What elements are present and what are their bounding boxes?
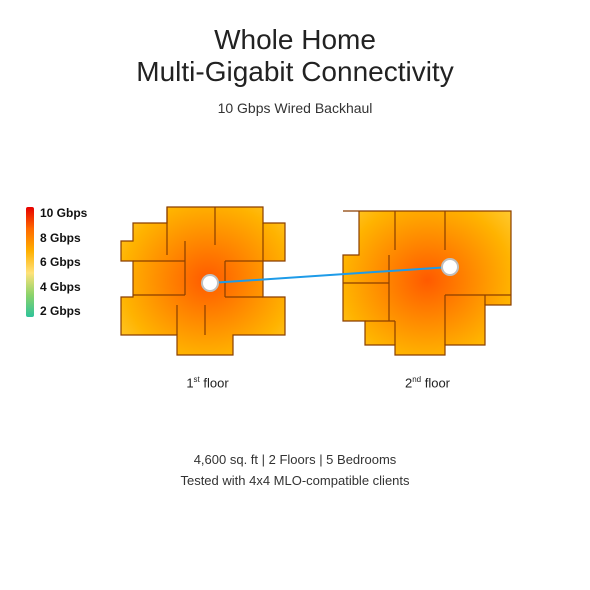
heatmap-floor-1 (115, 195, 300, 365)
footer-line-1: 4,600 sq. ft | 2 Floors | 5 Bedrooms (194, 452, 397, 467)
floor-1-label: 1st floor (115, 375, 300, 390)
footer-caption: 4,600 sq. ft | 2 Floors | 5 Bedrooms Tes… (0, 450, 590, 492)
heatmap-floor-2 (335, 195, 520, 365)
title-line-2: Multi-Gigabit Connectivity (136, 56, 453, 87)
footer-line-2: Tested with 4x4 MLO-compatible clients (180, 473, 409, 488)
page-title: Whole Home Multi-Gigabit Connectivity (0, 24, 590, 88)
floor-2-label: 2nd floor (335, 375, 520, 390)
title-line-1: Whole Home (214, 24, 376, 55)
page-subtitle: 10 Gbps Wired Backhaul (0, 100, 590, 116)
heatmap-panel: 1st floor 2nd floor (0, 180, 590, 400)
infographic-root: Whole Home Multi-Gigabit Connectivity 10… (0, 0, 590, 590)
